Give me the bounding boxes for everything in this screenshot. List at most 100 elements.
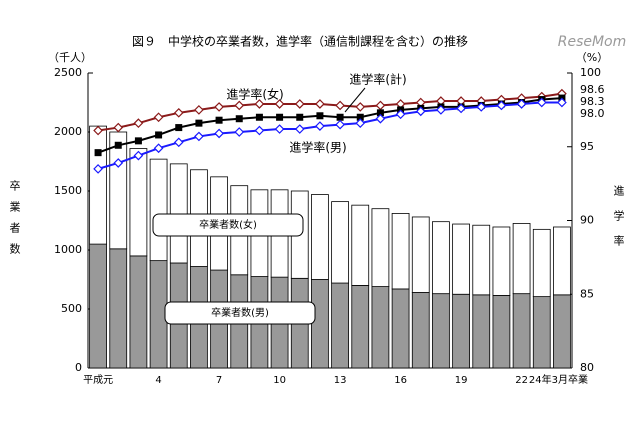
- marker: [375, 113, 386, 124]
- bar: [109, 248, 128, 369]
- bar: [532, 296, 551, 369]
- bar: [351, 204, 370, 286]
- legend-box: [152, 213, 304, 237]
- marker: [113, 122, 124, 133]
- marker: [296, 113, 304, 121]
- marker: [214, 128, 224, 139]
- bar: [553, 226, 571, 296]
- marker: [355, 118, 366, 128]
- bar: [351, 284, 370, 369]
- marker: [395, 109, 406, 120]
- marker: [355, 102, 366, 112]
- y-axis-unit: （千人）: [48, 51, 92, 64]
- marker: [173, 137, 184, 148]
- y2-tick-label: 100: [580, 66, 601, 79]
- x-tick-label: 24年3月卒業: [529, 373, 588, 386]
- marker: [114, 141, 122, 149]
- y2-tick-label: 95: [580, 140, 594, 153]
- marker: [476, 102, 487, 112]
- marker: [274, 124, 285, 134]
- marker: [315, 121, 325, 131]
- legend-box: [164, 301, 316, 325]
- bar: [391, 213, 410, 290]
- marker: [335, 100, 345, 111]
- marker: [336, 113, 344, 121]
- marker: [496, 100, 507, 111]
- bar: [331, 282, 349, 369]
- marker: [133, 118, 144, 128]
- legend-label: 卒業者数(女): [199, 218, 257, 231]
- marker: [255, 113, 263, 121]
- marker: [536, 97, 547, 108]
- bar: [472, 294, 491, 369]
- bar: [169, 163, 188, 264]
- marker: [375, 100, 386, 111]
- bar: [89, 243, 107, 369]
- marker: [456, 103, 466, 114]
- bar: [129, 255, 148, 369]
- bar: [149, 158, 168, 262]
- chart-title: 図９ 中学校の卒業者数，進学率（通信制課程を含む）の推移: [132, 34, 468, 49]
- bar: [411, 292, 430, 369]
- bar: [492, 295, 511, 369]
- annotation-arrow: [344, 87, 366, 113]
- y-tick-label: 1500: [54, 184, 82, 197]
- bar: [311, 194, 329, 280]
- marker: [294, 124, 305, 134]
- bar: [553, 294, 571, 369]
- marker: [415, 106, 426, 117]
- x-tick-label: 13: [334, 375, 347, 386]
- marker: [235, 115, 243, 123]
- bar: [512, 223, 531, 295]
- marker: [93, 125, 103, 136]
- y2-tick-label: 85: [580, 287, 594, 300]
- y2-axis-label: 進学率: [612, 185, 625, 260]
- value-label: 98.3: [580, 95, 605, 108]
- x-tick-label: 7: [216, 375, 222, 386]
- marker: [316, 112, 324, 120]
- bar: [452, 223, 470, 295]
- line: [97, 101, 562, 170]
- series-label: 進学率(男): [289, 140, 346, 155]
- marker: [214, 102, 224, 112]
- bar: [371, 286, 390, 369]
- marker: [195, 119, 203, 127]
- y-tick-label: 0: [75, 361, 82, 374]
- bar: [452, 293, 470, 369]
- marker: [234, 100, 245, 111]
- marker: [274, 99, 285, 109]
- y2-axis-unit: （%）: [576, 51, 608, 64]
- bar: [432, 293, 450, 369]
- bar: [411, 216, 430, 293]
- marker: [173, 107, 184, 118]
- marker: [276, 113, 284, 121]
- x-tick-label: 22: [515, 375, 528, 386]
- y-tick-label: 2000: [54, 125, 82, 138]
- bar: [89, 125, 107, 245]
- marker: [557, 97, 567, 108]
- marker: [254, 125, 265, 136]
- marker: [335, 119, 345, 130]
- y-tick-label: 500: [61, 302, 82, 315]
- bar: [432, 221, 450, 295]
- legend-label: 卒業者数(男): [211, 306, 269, 319]
- y-tick-label: 1000: [54, 243, 82, 256]
- marker: [194, 131, 204, 142]
- x-tick-label: 4: [155, 375, 161, 386]
- marker: [294, 99, 305, 109]
- y2-tick-label: 80: [580, 361, 594, 374]
- marker: [234, 127, 245, 137]
- marker: [356, 113, 364, 121]
- marker: [516, 99, 527, 109]
- marker: [215, 116, 223, 124]
- x-tick-label: 19: [455, 375, 468, 386]
- marker: [133, 150, 144, 161]
- bar: [492, 226, 511, 296]
- marker: [436, 105, 446, 115]
- bar: [472, 224, 491, 296]
- bar: [331, 201, 349, 284]
- x-tick-label: 10: [273, 375, 286, 386]
- marker: [155, 131, 163, 139]
- y-tick-label: 2500: [54, 66, 82, 79]
- bar: [371, 208, 390, 287]
